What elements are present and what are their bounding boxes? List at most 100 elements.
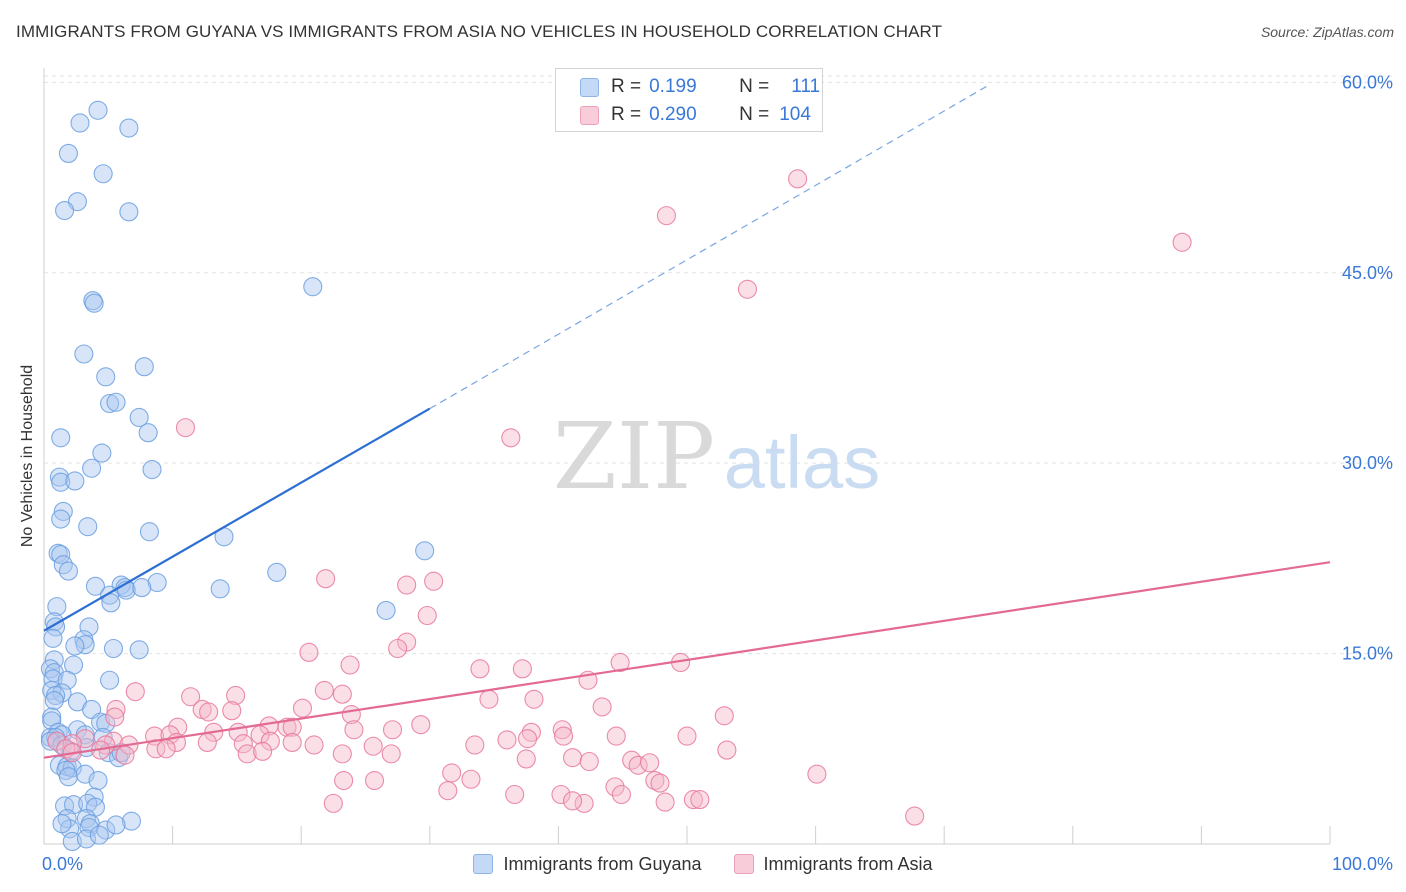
legend-n-label: N =	[739, 76, 770, 97]
chart-title: IMMIGRANTS FROM GUYANA VS IMMIGRANTS FRO…	[16, 22, 943, 41]
data-point-guyana	[79, 817, 99, 838]
data-point-asia	[125, 682, 145, 702]
watermark-zip: ZIP	[553, 403, 715, 510]
data-point-guyana	[139, 522, 160, 542]
data-point-asia	[807, 764, 827, 784]
data-point-asia	[1172, 232, 1192, 252]
data-point-guyana	[58, 143, 78, 163]
legend-label-asia: Immigrants from Asia	[763, 853, 933, 874]
data-point-asia	[277, 717, 297, 737]
data-point-guyana	[132, 578, 152, 598]
data-point-guyana	[64, 795, 84, 815]
legend-swatch-asia	[580, 105, 599, 125]
gridlines	[44, 75, 1394, 655]
data-point-guyana	[47, 597, 67, 617]
data-point-guyana	[142, 459, 162, 480]
data-point-guyana	[100, 670, 120, 690]
data-point-asia	[524, 689, 544, 709]
data-point-guyana	[57, 670, 77, 690]
trend-line-asia	[43, 561, 1331, 759]
data-point-asia	[517, 729, 538, 749]
y-tick-label: 60.0%	[1342, 72, 1393, 92]
legend-row-asia: R = 0.290 N = 104	[556, 101, 811, 129]
data-point-asia	[677, 726, 697, 746]
x-tick-label: 100.0%	[1332, 854, 1393, 874]
legend-item-guyana[interactable]: Immigrants from Guyana	[473, 854, 702, 875]
data-point-guyana	[129, 407, 149, 428]
data-point-guyana	[51, 509, 71, 529]
legend-r-label: R =	[611, 76, 642, 97]
data-point-asia	[253, 741, 273, 761]
legend-row-guyana: R = 0.199 N = 111	[556, 73, 820, 101]
y-tick-label: 30.0%	[1342, 453, 1393, 473]
data-point-asia	[628, 755, 648, 775]
data-point-guyana	[79, 617, 99, 637]
legend-item-asia[interactable]: Immigrants from Asia	[733, 853, 933, 875]
data-point-asia	[905, 806, 925, 826]
data-point-asia	[197, 732, 217, 752]
data-point-asia	[397, 575, 417, 595]
data-point-guyana	[42, 711, 62, 731]
data-point-asia	[562, 791, 583, 811]
legend-r-value: 0.290	[649, 104, 697, 125]
data-point-guyana	[134, 357, 154, 377]
source-label: Source: ZipAtlas.com	[1260, 24, 1394, 40]
data-point-asia	[226, 685, 246, 706]
data-point-asia	[505, 784, 525, 805]
data-point-asia	[363, 736, 383, 756]
data-point-guyana	[101, 593, 121, 613]
data-point-asia	[650, 773, 670, 793]
data-point-asia	[282, 732, 302, 752]
data-point-guyana	[65, 636, 85, 656]
data-point-guyana	[82, 458, 102, 478]
data-point-asia	[574, 793, 594, 813]
data-point-asia	[334, 770, 354, 791]
data-point-asia	[323, 793, 343, 813]
data-point-guyana	[100, 393, 120, 414]
data-point-guyana	[43, 628, 63, 648]
data-point-asia	[788, 169, 808, 189]
legend-r-value: 0.199	[649, 76, 697, 97]
data-point-guyana	[138, 423, 158, 443]
legend-n-label: N =	[739, 104, 770, 125]
data-point-asia	[579, 751, 599, 772]
trend-line-guyana-extension	[429, 84, 990, 410]
data-point-asia	[717, 740, 737, 760]
data-point-asia	[222, 701, 242, 721]
data-point-guyana	[267, 562, 287, 582]
data-point-asia	[115, 745, 135, 765]
data-point-guyana	[84, 293, 104, 313]
data-point-asia	[640, 753, 660, 773]
data-point-asia	[299, 642, 319, 662]
watermark: ZIP atlas	[553, 403, 880, 510]
data-point-guyana	[76, 829, 96, 849]
data-point-asia	[562, 748, 583, 768]
data-point-guyana	[303, 277, 323, 297]
legend-r-label: R =	[611, 104, 642, 125]
data-point-asia	[237, 744, 257, 764]
data-point-guyana	[58, 767, 78, 787]
data-point-asia	[438, 781, 458, 801]
data-point-asia	[364, 770, 385, 791]
data-point-asia	[606, 726, 626, 746]
data-point-asia	[388, 638, 408, 659]
data-point-asia	[260, 731, 280, 751]
data-point-guyana	[78, 517, 98, 537]
data-point-asia	[737, 279, 757, 299]
data-point-asia	[656, 206, 676, 226]
data-point-guyana	[85, 576, 105, 596]
data-point-asia	[465, 735, 485, 755]
watermark-atlas: atlas	[724, 421, 880, 504]
data-point-guyana	[121, 811, 141, 831]
data-point-asia	[497, 730, 517, 750]
legend-swatch-asia	[733, 854, 754, 874]
data-point-guyana	[40, 731, 60, 751]
legend-swatch-guyana	[473, 854, 494, 874]
data-point-asia	[690, 790, 710, 810]
data-point-asia	[168, 717, 188, 737]
data-point-guyana	[415, 541, 435, 561]
tick-labels: 15.0% 30.0% 45.0% 60.0% 0.0% 100.0%	[42, 72, 1393, 874]
data-point-guyana	[89, 825, 109, 845]
data-point-asia	[424, 571, 444, 591]
